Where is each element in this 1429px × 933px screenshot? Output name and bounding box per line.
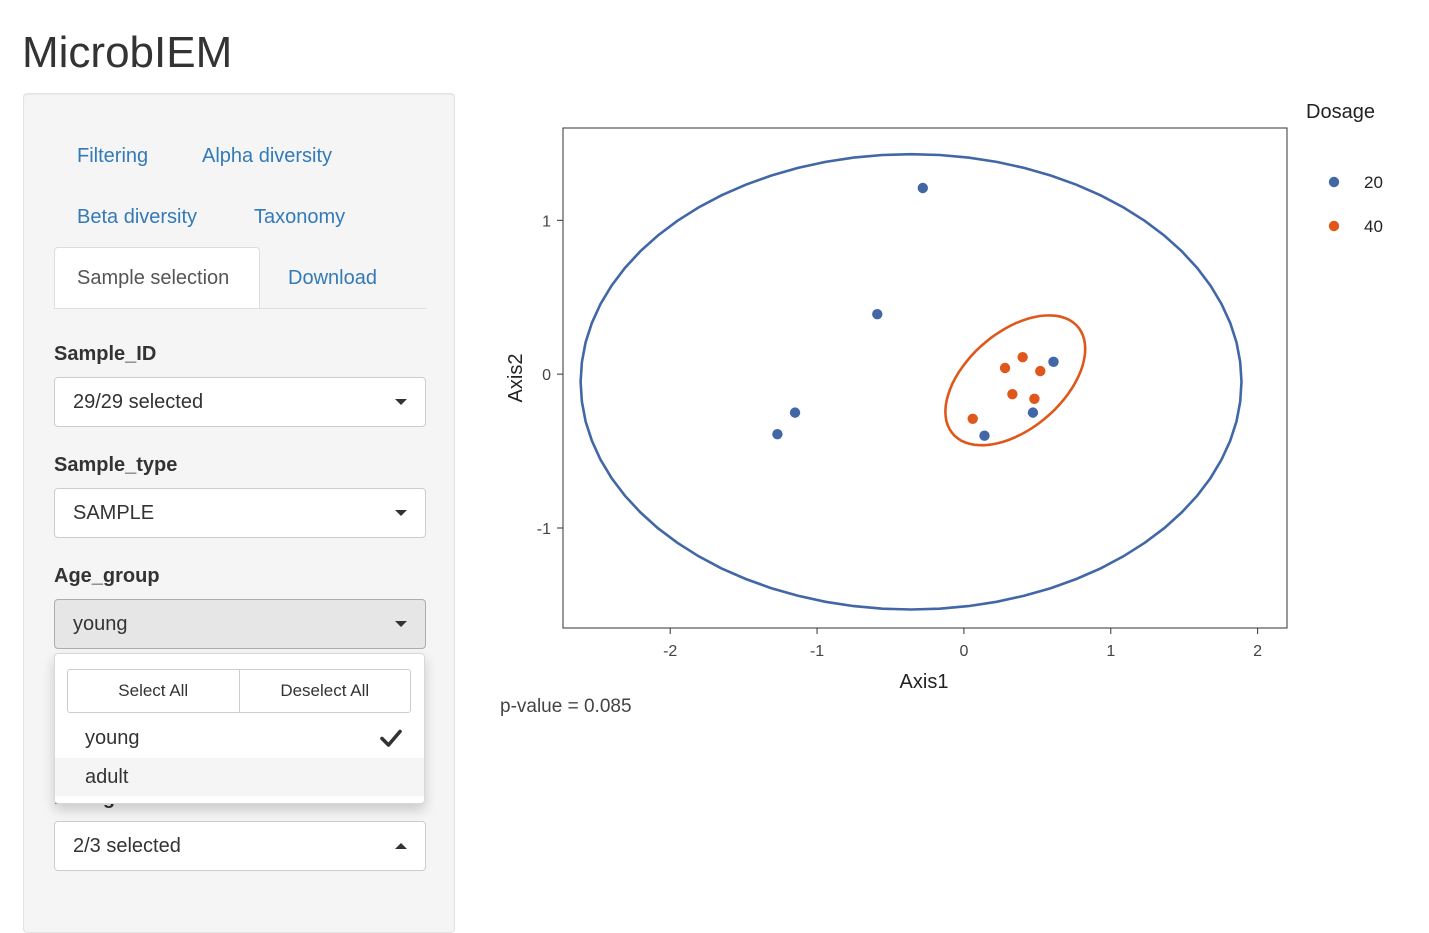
chevron-up-icon [395, 843, 407, 849]
option-label: adult [85, 765, 129, 788]
sample-type-select[interactable]: SAMPLE [54, 488, 426, 538]
x-tick-label: 0 [959, 643, 968, 660]
age-group-label: Age_group [54, 565, 160, 587]
data-point-20 [1048, 356, 1059, 368]
tab-filtering[interactable]: Filtering [77, 145, 149, 167]
tab-download[interactable]: Download [288, 267, 377, 289]
x-tick-label: -1 [810, 643, 824, 660]
chevron-down-icon [395, 399, 407, 405]
sample-type-label: Sample_type [54, 454, 178, 476]
y-tick-label: 1 [542, 213, 551, 230]
data-point-20 [979, 430, 990, 441]
deselect-all-button[interactable]: Deselect All [238, 669, 411, 713]
tab-sample-selection[interactable] [54, 247, 260, 309]
legend-key-20 [1328, 176, 1340, 188]
sample-id-label: Sample_ID [54, 343, 157, 365]
p-value-text: p-value = 0.085 [500, 696, 632, 717]
sample-id-select[interactable]: 29/29 selected [54, 377, 426, 427]
data-point-40 [1029, 393, 1040, 404]
dosage-value: 2/3 selected [73, 834, 181, 857]
data-point-40 [967, 413, 978, 424]
data-point-40 [999, 362, 1011, 374]
age-group-dropdown-menu: Select All Deselect All young adult [54, 653, 425, 804]
option-young[interactable]: young [55, 719, 424, 757]
data-point-20 [917, 182, 928, 194]
confidence-ellipse-20 [579, 152, 1243, 611]
age-group-select[interactable]: young [54, 599, 426, 649]
tab-taxonomy[interactable]: Taxonomy [254, 206, 346, 228]
age-group-value: young [73, 612, 128, 635]
chevron-down-icon [395, 510, 407, 516]
tab-alpha-diversity[interactable]: Alpha diversity [202, 145, 333, 167]
data-point-20 [872, 308, 883, 320]
legend-key-40 [1328, 220, 1340, 232]
sample-id-value: 29/29 selected [73, 390, 204, 413]
option-label: young [85, 726, 140, 749]
data-point-40 [1007, 388, 1018, 400]
x-tick-label: 1 [1106, 643, 1115, 660]
dosage-select[interactable]: 2/3 selected [54, 821, 426, 871]
tab-beta-diversity[interactable]: Beta diversity [77, 206, 198, 228]
data-point-20 [1027, 407, 1039, 418]
y-axis-label: Axis2 [505, 354, 527, 403]
tab-sample-selection-label: Sample selection [77, 267, 230, 289]
bulk-actions: Select All Deselect All [67, 669, 411, 713]
y-tick-label: 0 [542, 367, 551, 384]
app-title: MicrobIEM [22, 28, 233, 77]
legend-title: Dosage [1306, 101, 1375, 123]
data-point-40 [1017, 352, 1028, 363]
tab-divider [54, 308, 426, 309]
x-tick-label: -2 [663, 643, 677, 660]
chevron-down-icon [395, 621, 407, 627]
y-tick-label: -1 [537, 521, 551, 538]
data-point-40 [1035, 365, 1046, 377]
option-adult[interactable]: adult [55, 758, 424, 796]
select-all-button[interactable]: Select All [67, 669, 240, 713]
legend-label-40: 40 [1364, 217, 1383, 236]
plot-panel [562, 127, 1288, 629]
checkmark-icon [380, 729, 402, 747]
x-tick-label: 2 [1253, 643, 1262, 660]
sample-type-value: SAMPLE [73, 501, 155, 524]
legend-label-20: 20 [1364, 173, 1383, 192]
data-point-20 [772, 428, 783, 440]
x-axis-label: Axis1 [900, 671, 949, 693]
confidence-ellipse-40 [944, 314, 1087, 447]
data-point-20 [789, 407, 801, 418]
